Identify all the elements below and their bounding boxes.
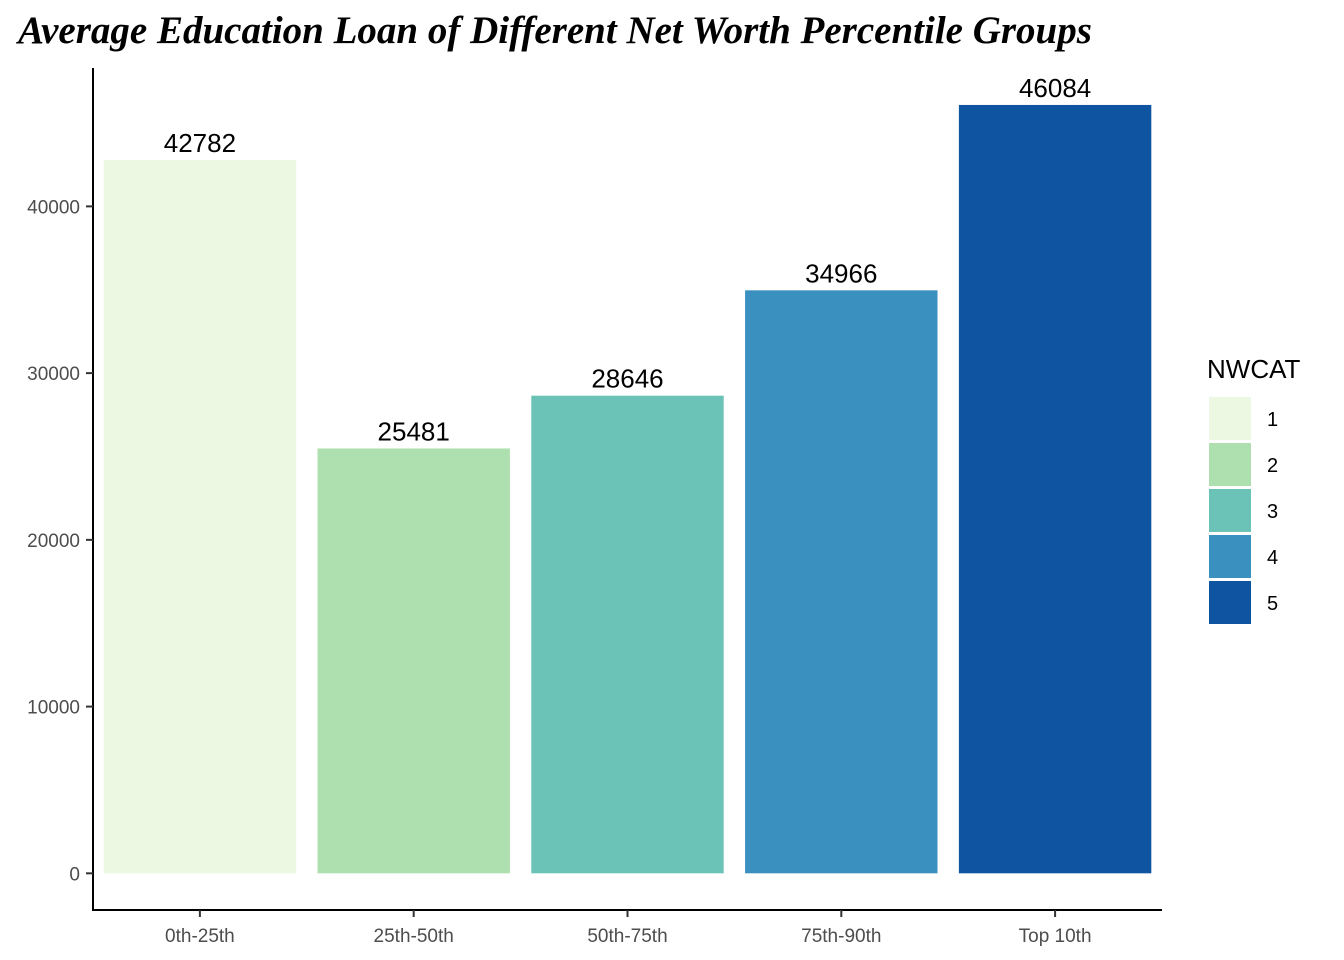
y-tick-label: 0 bbox=[69, 864, 80, 885]
legend-label-2: 2 bbox=[1267, 455, 1278, 477]
legend-key-1 bbox=[1209, 397, 1251, 440]
data-label-4: 34966 bbox=[805, 258, 877, 288]
data-labels-group: 42782 25481 28646 34966 46084 bbox=[164, 73, 1092, 447]
data-label-5: 46084 bbox=[1019, 73, 1091, 103]
x-tick-label: Top 10th bbox=[1019, 926, 1092, 947]
legend-key-3 bbox=[1209, 489, 1251, 532]
x-tick-label: 25th-50th bbox=[374, 926, 454, 947]
y-tick-label: 40000 bbox=[27, 197, 80, 218]
x-tick-label: 0th-25th bbox=[165, 926, 235, 947]
chart-title: Average Education Loan of Different Net … bbox=[18, 9, 1092, 52]
x-ticks-group: 0th-25th 25th-50th 50th-75th 75th-90th Top 1… bbox=[165, 910, 1092, 947]
data-label-2: 25481 bbox=[378, 416, 450, 446]
legend-key-2 bbox=[1209, 443, 1251, 486]
bar-1 bbox=[103, 160, 297, 874]
x-tick-label: 50th-75th bbox=[587, 926, 667, 947]
data-label-3: 28646 bbox=[591, 364, 663, 394]
legend-items: 1 2 3 4 5 bbox=[1209, 397, 1278, 624]
data-label-1: 42782 bbox=[164, 128, 236, 158]
legend-key-5 bbox=[1209, 581, 1251, 624]
bars-group bbox=[103, 104, 1152, 874]
legend-label-4: 4 bbox=[1267, 547, 1278, 569]
legend-title: NWCAT bbox=[1207, 354, 1301, 384]
bar-4 bbox=[745, 290, 938, 874]
bar-3 bbox=[531, 395, 724, 874]
x-tick-label: 75th-90th bbox=[801, 926, 881, 947]
y-tick-label: 20000 bbox=[27, 531, 80, 552]
legend-label-1: 1 bbox=[1267, 409, 1278, 431]
y-tick-label: 10000 bbox=[27, 698, 80, 719]
legend-key-4 bbox=[1209, 535, 1251, 578]
legend-label-5: 5 bbox=[1267, 593, 1278, 615]
legend-label-3: 3 bbox=[1267, 501, 1278, 523]
y-tick-label: 30000 bbox=[27, 364, 80, 385]
bar-2 bbox=[317, 448, 510, 874]
legend: NWCAT 1 2 3 4 5 bbox=[1207, 354, 1301, 624]
y-ticks-group: 0 10000 20000 30000 40000 bbox=[27, 197, 93, 885]
bar-5 bbox=[958, 104, 1152, 874]
